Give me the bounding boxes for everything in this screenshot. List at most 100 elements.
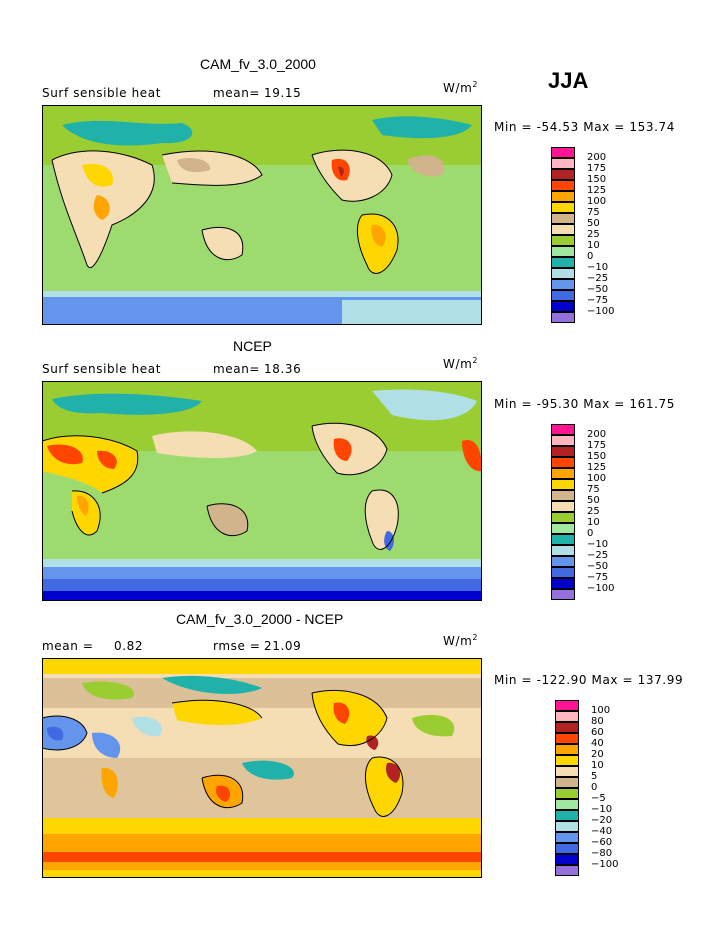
panel1-swatch [551,290,575,301]
panel2-swatch [551,523,575,534]
panel2-swatch [551,556,575,567]
panel2-swatch [551,578,575,589]
panel1-swatch [551,213,575,224]
panel1-swatch [551,180,575,191]
panel2-mean-label: mean= [213,362,261,376]
panel3-swatch [555,799,579,810]
panel2-swatch [551,490,575,501]
panel1-mean-label: mean= [213,86,261,100]
panel2-swatch [551,512,575,523]
panel1-level: 0 [587,251,594,262]
panel3-level: 5 [591,771,598,782]
panel2-level: 25 [587,506,600,517]
panel1-level: 25 [587,229,600,240]
panel3-swatch [555,788,579,799]
panel1-variable-label: Surf sensible heat [42,86,162,100]
panel2-level: 10 [587,517,600,528]
panel1-swatch [551,312,575,323]
panel1-level: −75 [587,295,609,306]
panel2-level: 50 [587,495,600,506]
panel2-swatch [551,545,575,556]
panel3-level: 80 [591,716,604,727]
panel1-swatch [551,158,575,169]
panel1-level: 50 [587,218,600,229]
panel1-level: 175 [587,163,607,174]
panel3-level: −20 [591,815,613,826]
panel3-swatch [555,722,579,733]
panel3-title: CAM_fv_3.0_2000 - NCEP [176,611,344,627]
panel2-variable-label: Surf sensible heat [42,362,162,376]
panel1-swatch [551,257,575,268]
panel3-level: 60 [591,727,604,738]
panel3-level: −100 [591,859,619,870]
panel1-swatch [551,147,575,158]
panel1-units-base: W/m [443,81,473,95]
panel3-level: 100 [591,705,611,716]
panel2-units: W/m2 [443,356,478,371]
panel2-level: −25 [587,550,609,561]
panel1-swatch [551,235,575,246]
panel1-level: 100 [587,196,607,207]
panel1-swatch [551,279,575,290]
panel1-level: 10 [587,240,600,251]
panel2-swatch [551,446,575,457]
panel3-units-sup: 2 [472,633,479,642]
panel1-map [42,105,482,325]
panel3-level: 10 [591,760,604,771]
panel2-level: −75 [587,572,609,583]
panel3-swatch [555,821,579,832]
panel2-swatch [551,468,575,479]
panel2-level: 175 [587,440,607,451]
panel2-units-sup: 2 [472,356,479,365]
panel1-title: CAM_fv_3.0_2000 [200,56,316,72]
panel3-level: −80 [591,848,613,859]
panel3-mean-value: 0.82 [114,639,144,653]
panel3-swatch [555,700,579,711]
panel1-swatch [551,202,575,213]
panel1-swatch [551,246,575,257]
panel3-swatch [555,865,579,876]
panel1-level: 150 [587,174,607,185]
panel3-level: −40 [591,826,613,837]
panel3-swatch [555,766,579,777]
panel1-swatch [551,191,575,202]
panel2-swatch [551,501,575,512]
panel2-swatch [551,457,575,468]
panel3-min-max: Min = -122.90 Max = 137.99 [494,673,684,687]
season-label: JJA [548,68,589,93]
panel2-level: −50 [587,561,609,572]
panel3-level: −5 [591,793,606,804]
panel2-units-base: W/m [443,357,473,371]
panel3-level: −60 [591,837,613,848]
panel1-mean-value: 19.15 [264,86,302,100]
panel3-swatch [555,810,579,821]
panel3-swatch [555,777,579,788]
panel1-units-sup: 2 [472,80,479,89]
panel1-level: −10 [587,262,609,273]
panel3-swatch [555,854,579,865]
panel1-level: −25 [587,273,609,284]
panel2-level: 150 [587,451,607,462]
panel2-level: 75 [587,484,600,495]
panel2-mean-value: 18.36 [264,362,302,376]
panel1-level: 125 [587,185,607,196]
panel2-swatch [551,435,575,446]
panel2-map [42,381,482,601]
panel2-level: −100 [587,583,615,594]
panel3-swatch [555,843,579,854]
panel2-title: NCEP [233,338,272,354]
panel1-units: W/m2 [443,80,478,95]
panel2-level: 125 [587,462,607,473]
panel3-swatch [555,832,579,843]
panel3-map [42,658,482,878]
panel2-min-max: Min = -95.30 Max = 161.75 [494,397,675,411]
panel3-level: 20 [591,749,604,760]
panel3-swatch [555,711,579,722]
panel2-level: −10 [587,539,609,550]
panel2-level: 0 [587,528,594,539]
panel3-mean-label: mean = [42,639,94,653]
panel2-level: 100 [587,473,607,484]
panel1-level: 200 [587,152,607,163]
panel3-rmse-value: 21.09 [264,639,302,653]
panel3-swatch [555,755,579,766]
